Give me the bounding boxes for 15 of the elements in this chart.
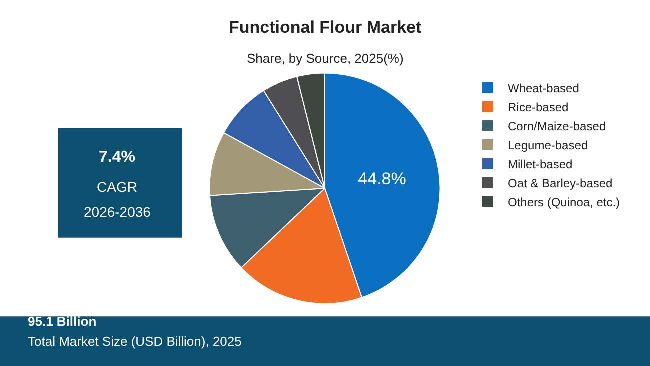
text: 95.1 Billion [28,314,97,329]
legend-label: Wheat-based [508,81,580,96]
chart-title: Functional Flour Market [229,18,422,37]
text: 2026-2036 [84,204,152,220]
legend-label: Corn/Maize-based [508,119,606,134]
data-label: 44.8% [358,170,406,189]
legend-label: Rice-based [508,100,569,114]
legend-label: Millet-based [508,157,573,172]
chart-subtitle: Share, by Source, 2025(%) [247,51,404,66]
legend-label: Others (Quinoa, etc.) [508,195,620,210]
text: Total Market Size (USD Billion), 2025 [28,334,242,349]
legend-label: Oat & Barley-based [508,176,613,190]
text: 7.4% [99,149,136,166]
text: CAGR [97,179,138,195]
legend-label: Legume-based [508,138,588,152]
